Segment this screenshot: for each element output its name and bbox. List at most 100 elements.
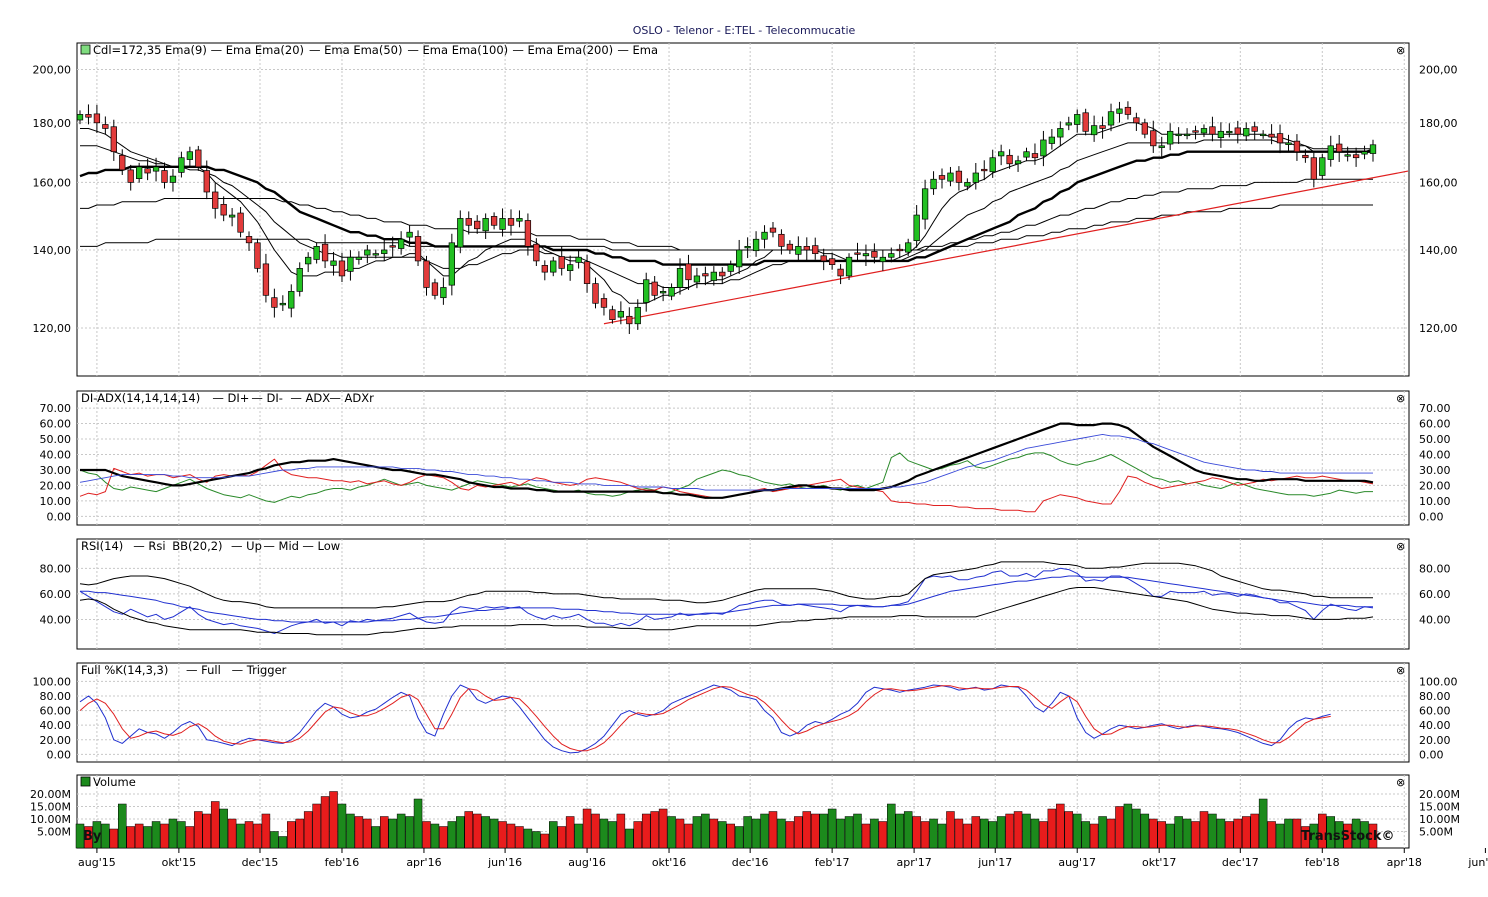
y-tick-left: 20.00 <box>40 479 72 492</box>
volume-bar <box>202 813 212 849</box>
volume-bar <box>760 813 769 849</box>
volume-bar <box>1258 798 1268 849</box>
y-tick-right: 100.00 <box>1419 675 1458 688</box>
volume-bar <box>574 823 583 849</box>
volume-bar <box>1199 811 1209 849</box>
volume-bar <box>1072 813 1082 849</box>
candle-body <box>1276 133 1284 144</box>
volume-bar <box>988 821 997 849</box>
volume-bar <box>312 803 321 849</box>
candle-body <box>972 172 979 183</box>
candle <box>321 234 329 269</box>
volume-bar <box>591 813 600 849</box>
candle <box>389 236 396 257</box>
candle <box>271 288 278 318</box>
candle-body <box>212 191 219 209</box>
volume-bar <box>532 831 541 849</box>
volume-bar <box>126 826 135 849</box>
volume-bar <box>903 811 913 849</box>
candle-body <box>685 263 692 281</box>
candle <box>1133 112 1140 131</box>
candle <box>93 104 101 134</box>
candle <box>195 145 202 171</box>
close-icon[interactable]: ⊗ <box>1396 392 1405 405</box>
candle <box>685 254 692 290</box>
panel-1: 70.00 70.00 60.00 60.00 50.00 50.00 40.00 40.00… <box>40 390 1451 526</box>
volume-bar <box>1149 818 1158 849</box>
y-tick-right: 200,00 <box>1419 63 1458 76</box>
volume-bar <box>582 808 592 849</box>
x-tick-label: aug'15 <box>78 856 116 869</box>
candle-body <box>905 242 912 253</box>
x-tick-label: jun'18 <box>1467 856 1488 869</box>
candle <box>1200 124 1208 138</box>
candle-body <box>938 175 946 180</box>
volume-bar <box>472 813 482 849</box>
candle-body <box>1175 133 1182 137</box>
volume-bar <box>270 831 279 849</box>
candle-body <box>305 256 312 265</box>
x-tick-label: feb'18 <box>1305 856 1340 869</box>
volume-bar <box>912 816 921 849</box>
candle-body <box>152 166 160 172</box>
candle <box>592 277 599 309</box>
volume-bar <box>929 818 938 849</box>
candle <box>1327 135 1334 167</box>
candle <box>161 162 168 189</box>
close-icon[interactable]: ⊗ <box>1396 664 1405 677</box>
volume-bar <box>996 816 1006 849</box>
close-icon[interactable]: ⊗ <box>1396 44 1405 57</box>
candle <box>1023 147 1030 162</box>
x-tick-label: dec'15 <box>242 856 279 869</box>
volume-bar <box>354 816 364 849</box>
close-icon[interactable]: ⊗ <box>1396 776 1405 789</box>
candle <box>947 166 954 187</box>
candle <box>575 249 582 269</box>
candle <box>1006 149 1013 169</box>
candle <box>1344 146 1351 162</box>
volume-bar <box>134 823 144 849</box>
candle-body <box>1141 122 1148 135</box>
candle-body <box>533 243 540 262</box>
volume-bar <box>1351 818 1361 849</box>
panel-2: 80.00 80.00 60.00 60.00 40.00 40.00 ⊗ RSI(14) — … <box>40 538 1451 650</box>
candle-body <box>702 273 709 277</box>
y-tick-left: 60.00 <box>40 418 72 431</box>
volume-bar <box>1284 818 1293 849</box>
volume-bar <box>1030 818 1040 849</box>
candle <box>1352 147 1360 167</box>
volume-bar <box>1301 826 1310 849</box>
candle <box>828 252 836 270</box>
y-tick-left: 80.00 <box>40 562 72 575</box>
candle-body <box>719 271 726 277</box>
candle-body <box>828 258 836 265</box>
candle <box>507 209 515 236</box>
volume-bar <box>667 816 676 849</box>
volume-bar <box>405 816 414 849</box>
candle-body <box>186 151 194 160</box>
candle <box>803 237 810 261</box>
candle <box>981 160 988 181</box>
candle-body <box>955 170 963 183</box>
close-icon[interactable]: ⊗ <box>1396 540 1405 553</box>
volume-bar <box>1123 803 1133 849</box>
candle <box>102 116 109 135</box>
candle <box>736 239 743 275</box>
y-tick-right: 20.00 <box>1419 479 1451 492</box>
volume-bar <box>506 823 516 849</box>
candle <box>1065 116 1072 131</box>
candle-body <box>1124 106 1132 115</box>
volume-bar <box>168 818 178 849</box>
candle <box>1302 149 1309 163</box>
y-tick-left: 0.00 <box>47 748 72 761</box>
candle <box>288 284 295 318</box>
candle-body <box>220 204 227 216</box>
legend-entry: Full %K(14,3,3) <box>81 663 168 677</box>
volume-bar <box>1106 818 1116 849</box>
candle-body <box>127 169 134 183</box>
y-tick-right: 160,00 <box>1419 176 1458 189</box>
candle-body <box>1040 139 1047 157</box>
candle <box>702 266 709 286</box>
ema-9-line <box>80 122 1374 304</box>
candle <box>499 208 506 237</box>
